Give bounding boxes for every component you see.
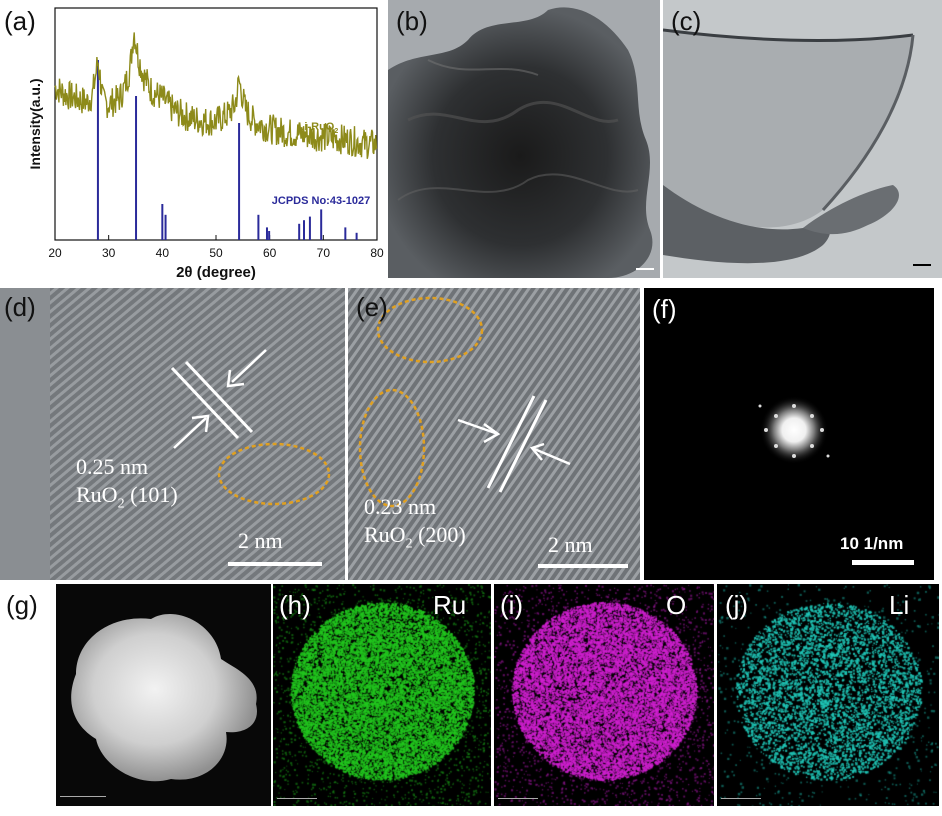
scale-bar-h — [277, 798, 317, 799]
scale-bar-j — [721, 798, 761, 799]
panel-c-tem-image: (c) — [663, 0, 942, 278]
hrtem-e-lattice — [348, 288, 640, 580]
element-label-o: O — [666, 590, 687, 620]
scale-bar-b — [636, 268, 654, 270]
x-tick-label-60: 60 — [263, 246, 277, 260]
e-spacing-label: 0.23 nm — [364, 494, 437, 519]
panel-d-hrtem: (d) 0.25 nm RuO2 (101) 2 nm — [0, 288, 345, 580]
scale-bar-e — [538, 564, 628, 568]
scale-bar-i — [498, 798, 538, 799]
series-li-ruo2-line — [54, 32, 378, 159]
y-axis-label: Intensity(a.u.) — [27, 78, 43, 169]
x-axis-label: 2θ (degree) — [176, 264, 256, 281]
element-label-li: Li — [889, 590, 910, 620]
panel-h-ru-map: (h) Ru — [273, 584, 491, 806]
panel-i-o-map: (i) O — [494, 584, 714, 806]
panel-e-hrtem: (e) 0.23 nm RuO2 (200) 2 nm — [348, 288, 640, 580]
x-tick-label-40: 40 — [156, 246, 170, 260]
panel-a-xrd-chart: (a) 20 30 40 50 60 70 80 Intensity(a.u.) 2θ (d… — [0, 0, 385, 282]
haadf-particle — [71, 613, 257, 782]
legend-jcpds: JCPDS No:43-1027 — [272, 195, 370, 207]
x-tick-label-80: 80 — [370, 246, 384, 260]
x-tick-label-70: 70 — [317, 246, 331, 260]
scale-bar-c — [913, 264, 931, 266]
panel-label-f: (f) — [652, 294, 677, 324]
panel-label-e: (e) — [356, 292, 388, 322]
panel-b-tem-image: (b) — [388, 0, 660, 278]
f-scale-text: 10 1/nm — [840, 534, 904, 553]
panel-j-li-map: (j) Li — [717, 584, 939, 806]
hrtem-d-lattice — [0, 288, 345, 580]
saed-pattern — [758, 396, 830, 464]
tem-c-micrograph — [663, 0, 942, 278]
x-tick-label-50: 50 — [209, 246, 223, 260]
scale-bar-g — [60, 796, 106, 797]
d-scale-text: 2 nm — [238, 528, 283, 553]
d-spacing-label: 0.25 nm — [76, 454, 149, 479]
panel-label-g: (g) — [6, 590, 38, 620]
panel-label-b: (b) — [396, 6, 428, 36]
panel-f-saed: (f) 10 1/nm — [644, 288, 934, 580]
o-eds-map — [494, 584, 714, 806]
panel-label-d: (d) — [4, 292, 36, 322]
d-plane-label: RuO2 (101) — [76, 482, 178, 512]
xrd-plot: 20 30 40 50 60 70 80 Intensity(a.u.) 2θ (degre… — [27, 7, 384, 281]
e-scale-text: 2 nm — [548, 532, 593, 557]
x-tick-label-30: 30 — [102, 246, 116, 260]
scale-bar-d — [228, 562, 322, 566]
legend-li-ruo2: Li-RuO2 — [298, 121, 339, 135]
scale-bar-f — [852, 560, 914, 565]
panel-label-c: (c) — [671, 6, 702, 36]
element-label-ru: Ru — [433, 590, 467, 620]
panel-label-h: (h) — [279, 590, 311, 620]
li-eds-map — [717, 584, 939, 806]
e-plane-label: RuO2 (200) — [364, 522, 466, 552]
panel-label-j: (j) — [725, 590, 749, 620]
panel-label-a: (a) — [4, 6, 36, 36]
ru-eds-map — [273, 584, 491, 806]
panel-label-i: (i) — [500, 590, 524, 620]
tem-b-micrograph — [388, 0, 660, 278]
panel-g-haadf — [56, 584, 271, 806]
x-tick-label-20: 20 — [48, 246, 62, 260]
